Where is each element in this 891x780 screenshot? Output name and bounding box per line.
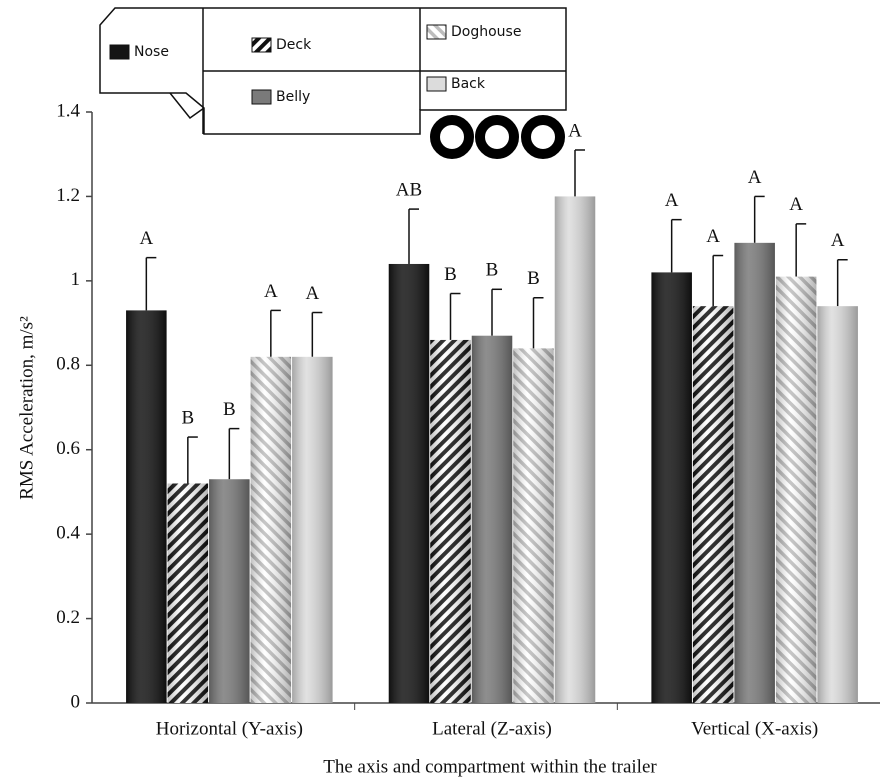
x-tick-label: Horizontal (Y-axis) xyxy=(156,718,303,739)
bar-shade xyxy=(168,483,209,703)
y-tick-label: 0.8 xyxy=(56,354,80,375)
significance-label: A xyxy=(831,230,845,251)
wheel xyxy=(435,120,469,154)
bar-shade xyxy=(734,243,775,703)
significance-label: A xyxy=(665,190,679,211)
bar-shade xyxy=(389,264,430,703)
legend-swatch xyxy=(427,77,446,91)
wheel xyxy=(526,120,560,154)
bar-shade xyxy=(292,357,333,703)
wheel xyxy=(480,120,514,154)
significance-label: B xyxy=(527,268,540,289)
bar-shade xyxy=(651,272,692,703)
significance-label: A xyxy=(305,283,319,304)
legend-label: Doghouse xyxy=(451,24,521,40)
bar-shade xyxy=(776,277,817,703)
significance-label: B xyxy=(444,264,457,285)
significance-label: A xyxy=(748,167,762,188)
significance-label: AB xyxy=(396,179,422,200)
bar-shade xyxy=(513,348,554,703)
page: {"chart_data": {"type": "bar", "y_label"… xyxy=(0,0,891,780)
x-tick-label: Vertical (X-axis) xyxy=(691,718,818,739)
significance-label: A xyxy=(139,228,153,249)
chart: RMS Acceleration, m/s² The axis and comp… xyxy=(0,0,891,780)
y-tick-label: 1 xyxy=(71,269,81,290)
bar-shade xyxy=(817,306,858,703)
significance-label: A xyxy=(568,120,582,141)
significance-label: B xyxy=(223,399,236,420)
bar-shade xyxy=(555,196,596,703)
significance-label: A xyxy=(706,226,720,247)
significance-label: B xyxy=(181,407,194,428)
legend-label: Belly xyxy=(276,89,310,105)
bar-shade xyxy=(472,336,513,703)
legend-swatch xyxy=(252,38,271,52)
legend-label: Nose xyxy=(134,44,169,60)
y-axis-title: RMS Acceleration, m/s² xyxy=(16,316,37,500)
legend-swatch xyxy=(427,25,446,39)
legend-swatch xyxy=(252,90,271,104)
y-tick-label: 0.2 xyxy=(56,607,80,628)
bar-shade xyxy=(693,306,734,703)
y-tick-label: 0.6 xyxy=(56,438,80,459)
significance-label: A xyxy=(789,194,803,215)
legend-swatch xyxy=(110,45,129,59)
bar-shade xyxy=(126,310,167,703)
y-tick-label: 1.4 xyxy=(56,100,80,121)
significance-label: B xyxy=(486,260,499,281)
y-tick-label: 0 xyxy=(71,691,81,712)
x-tick-label: Lateral (Z-axis) xyxy=(432,718,552,739)
legend-label: Back xyxy=(451,76,486,92)
y-tick-label: 1.2 xyxy=(56,185,80,206)
bar-shade xyxy=(251,357,291,703)
trailer-wheels xyxy=(435,120,560,154)
x-axis-title: The axis and compartment within the trai… xyxy=(323,756,657,777)
legend-label: Deck xyxy=(276,37,312,53)
y-tick-label: 0.4 xyxy=(56,523,80,544)
bar-shade xyxy=(430,340,471,703)
bar-shade xyxy=(209,479,250,703)
significance-label: A xyxy=(264,281,278,302)
